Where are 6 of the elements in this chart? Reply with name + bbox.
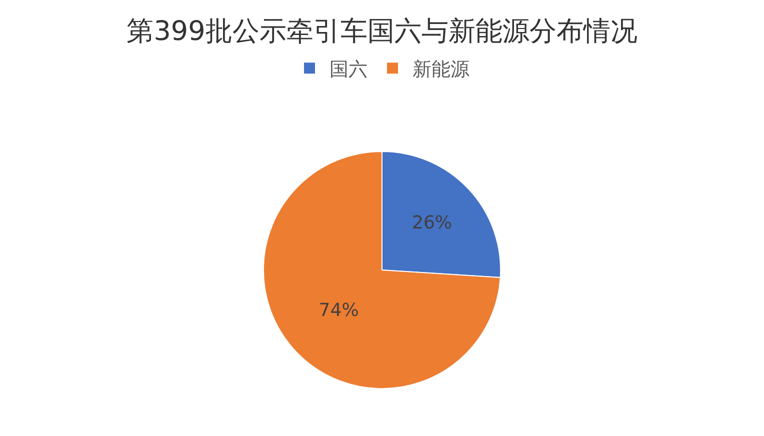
chart-title: 第399批公示牵引车国六与新能源分布情况 — [126, 16, 638, 47]
pie-slice — [262, 150, 501, 389]
legend-label: 新能源 — [412, 58, 470, 80]
data-label: 26% — [412, 212, 452, 234]
legend-label: 国六 — [330, 58, 368, 80]
data-label: 74% — [318, 300, 359, 322]
